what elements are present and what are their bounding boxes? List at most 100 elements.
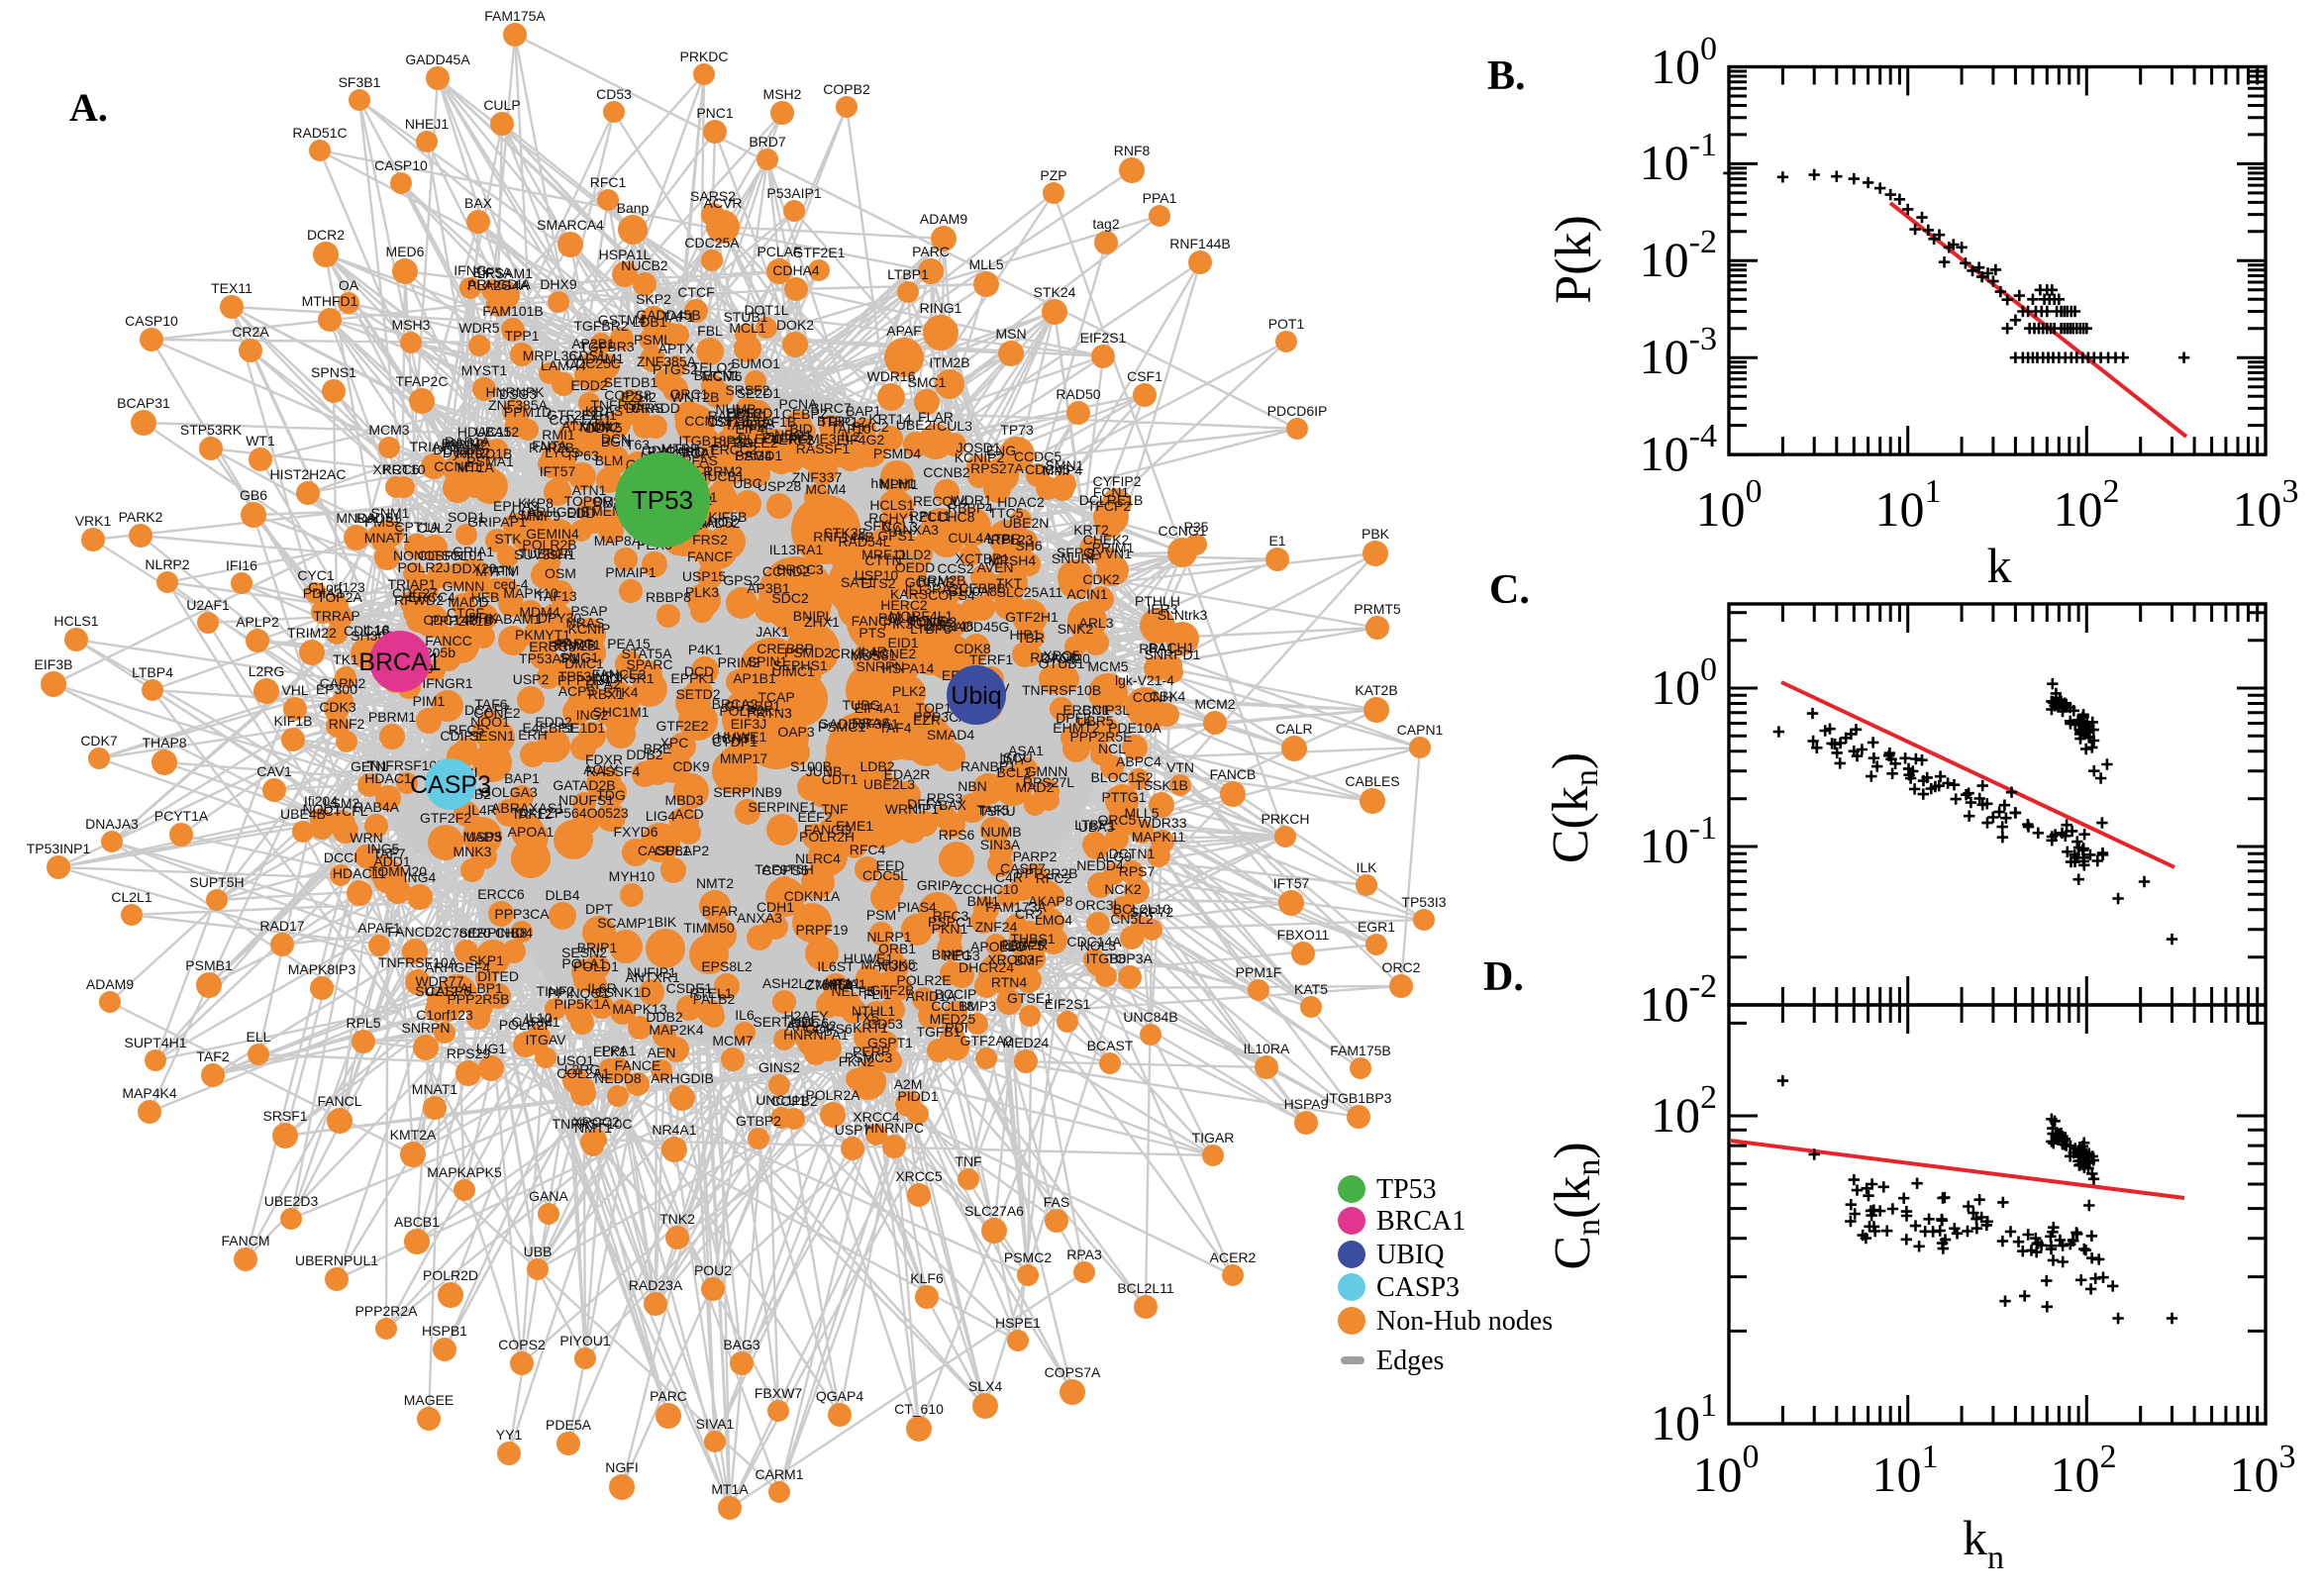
- svg-text:BACH1: BACH1: [1149, 640, 1195, 655]
- svg-text:POLR2D: POLR2D: [423, 1267, 478, 1283]
- svg-text:IL6: IL6: [735, 1007, 755, 1023]
- svg-text:CCS2: CCS2: [937, 560, 974, 576]
- svg-text:IL6R: IL6R: [587, 980, 617, 996]
- svg-text:CSNK1D: CSNK1D: [595, 984, 652, 1000]
- svg-text:CCL18: CCL18: [931, 998, 974, 1014]
- svg-text:NCL: NCL: [1098, 741, 1126, 756]
- svg-text:ISCU: ISCU: [999, 749, 1032, 765]
- svg-text:TSG101: TSG101: [433, 548, 484, 563]
- svg-text:BCL2L11: BCL2L11: [1117, 1280, 1174, 1296]
- svg-text:PIAS4: PIAS4: [897, 899, 937, 915]
- svg-text:EIF3J: EIF3J: [731, 716, 767, 732]
- svg-text:MYST1: MYST1: [461, 362, 508, 378]
- svg-text:FANCA: FANCA: [852, 613, 898, 629]
- svg-text:SUZ12: SUZ12: [415, 983, 458, 999]
- svg-text:GTF2H1: GTF2H1: [1005, 609, 1059, 625]
- svg-text:SNURF: SNURF: [1052, 550, 1099, 566]
- svg-text:SKP2: SKP2: [636, 291, 671, 307]
- svg-text:RBBP8: RBBP8: [646, 589, 691, 605]
- svg-text:PTTG1: PTTG1: [1101, 789, 1146, 805]
- svg-text:GOLGA3: GOLGA3: [480, 784, 538, 800]
- svg-text:MTA1: MTA1: [825, 975, 861, 991]
- svg-text:TAF2: TAF2: [196, 1048, 229, 1064]
- svg-text:COPS2: COPS2: [498, 1337, 546, 1352]
- svg-text:ATXN3L: ATXN3L: [561, 418, 613, 434]
- svg-text:ERCC2: ERCC2: [710, 442, 758, 457]
- svg-text:P4K1: P4K1: [688, 642, 722, 657]
- svg-text:MAPKAPK5: MAPKAPK5: [427, 1164, 502, 1180]
- svg-text:PRIM1: PRIM1: [1092, 540, 1135, 555]
- svg-text:YY1: YY1: [496, 1427, 523, 1443]
- svg-text:RING1: RING1: [920, 300, 962, 316]
- svg-text:RPS27A: RPS27A: [970, 460, 1024, 476]
- svg-text:MAD2: MAD2: [1016, 779, 1055, 795]
- svg-text:C1orf123: C1orf123: [308, 579, 365, 595]
- svg-text:UBB: UBB: [524, 1244, 553, 1259]
- svg-text:RPS27L: RPS27L: [1023, 774, 1074, 790]
- svg-text:FANCE: FANCE: [615, 1057, 661, 1073]
- svg-text:PSMD4: PSMD4: [873, 446, 921, 461]
- svg-text:H2AFY: H2AFY: [783, 1008, 829, 1024]
- svg-text:PPP2R2A: PPP2R2A: [354, 1303, 418, 1319]
- svg-text:BLOC1S2: BLOC1S2: [1090, 769, 1153, 785]
- svg-text:HNRNPK: HNRNPK: [485, 384, 545, 400]
- svg-text:POU2: POU2: [694, 1262, 732, 1278]
- svg-text:LTBR: LTBR: [987, 531, 1022, 547]
- svg-text:NEDD8: NEDD8: [594, 1070, 642, 1086]
- svg-text:100: 100: [1651, 31, 1717, 94]
- svg-text:NMT1: NMT1: [574, 1120, 612, 1136]
- svg-text:MCM3: MCM3: [368, 422, 409, 438]
- svg-text:TOP2A: TOP2A: [317, 589, 362, 605]
- svg-text:Ifi204: Ifi204: [304, 793, 338, 809]
- svg-text:KRT10: KRT10: [382, 461, 426, 477]
- svg-text:CDC14A: CDC14A: [1066, 934, 1122, 949]
- svg-text:TSKU: TSKU: [978, 803, 1015, 819]
- svg-text:DOT1L: DOT1L: [744, 302, 788, 318]
- svg-text:TIGAR: TIGAR: [1192, 1130, 1235, 1146]
- svg-text:GPS2: GPS2: [723, 572, 760, 588]
- svg-text:CABLES: CABLES: [1345, 773, 1399, 789]
- svg-text:BAP1: BAP1: [504, 770, 540, 786]
- svg-text:KIF5B: KIF5B: [709, 509, 748, 525]
- svg-text:FRS2: FRS2: [692, 532, 728, 548]
- svg-text:ERH: ERH: [518, 727, 548, 743]
- svg-text:JAK1: JAK1: [756, 624, 789, 640]
- svg-text:SETDB1: SETDB1: [604, 374, 658, 390]
- svg-text:FAM101B: FAM101B: [482, 303, 543, 319]
- svg-text:PIP5K1A: PIP5K1A: [555, 996, 611, 1012]
- svg-text:DDX17: DDX17: [433, 442, 477, 457]
- svg-text:TUBG: TUBG: [843, 697, 881, 713]
- svg-text:FANCM: FANCM: [222, 1233, 270, 1248]
- svg-text:RDAC8: RDAC8: [1030, 649, 1077, 665]
- svg-text:IFT57: IFT57: [1273, 875, 1310, 891]
- svg-text:MDM4: MDM4: [519, 604, 559, 620]
- svg-text:TTC5: TTC5: [989, 505, 1024, 521]
- svg-text:ZCCHC10: ZCCHC10: [955, 881, 1019, 897]
- svg-text:ERCC4: ERCC4: [408, 589, 455, 605]
- svg-text:WRNIP1: WRNIP1: [885, 801, 940, 817]
- svg-text:CTDP1: CTDP1: [712, 734, 758, 749]
- svg-text:DPY30: DPY30: [538, 610, 582, 626]
- svg-text:FLI1: FLI1: [863, 986, 891, 1002]
- svg-text:POLA1: POLA1: [561, 955, 606, 971]
- svg-text:WDR5: WDR5: [458, 320, 499, 336]
- svg-text:PDE10A: PDE10A: [1108, 720, 1162, 736]
- svg-text:KCNIP2: KCNIP2: [955, 449, 1005, 465]
- svg-text:EGR1: EGR1: [1358, 919, 1395, 935]
- svg-text:ERCC6: ERCC6: [477, 886, 525, 902]
- svg-text:CARM1: CARM1: [755, 1466, 803, 1482]
- svg-text:LMO4: LMO4: [1035, 912, 1072, 928]
- svg-text:DFFA: DFFA: [907, 796, 943, 812]
- svg-text:AEN: AEN: [648, 1045, 676, 1060]
- svg-text:CASP3: CASP3: [410, 771, 491, 799]
- svg-text:ZNF385A: ZNF385A: [488, 397, 549, 413]
- svg-text:MCM6: MCM6: [701, 368, 742, 384]
- svg-text:APAF: APAF: [886, 323, 922, 339]
- svg-text:SE1D1: SE1D1: [561, 720, 606, 736]
- svg-text:PSMD1: PSMD1: [735, 448, 782, 463]
- svg-text:EIF5A: EIF5A: [473, 264, 513, 280]
- svg-text:XRCC5: XRCC5: [895, 1168, 943, 1184]
- svg-text:KCNIP3: KCNIP3: [907, 614, 958, 630]
- svg-text:SMG1: SMG1: [559, 649, 599, 665]
- svg-text:ING2: ING2: [576, 707, 609, 723]
